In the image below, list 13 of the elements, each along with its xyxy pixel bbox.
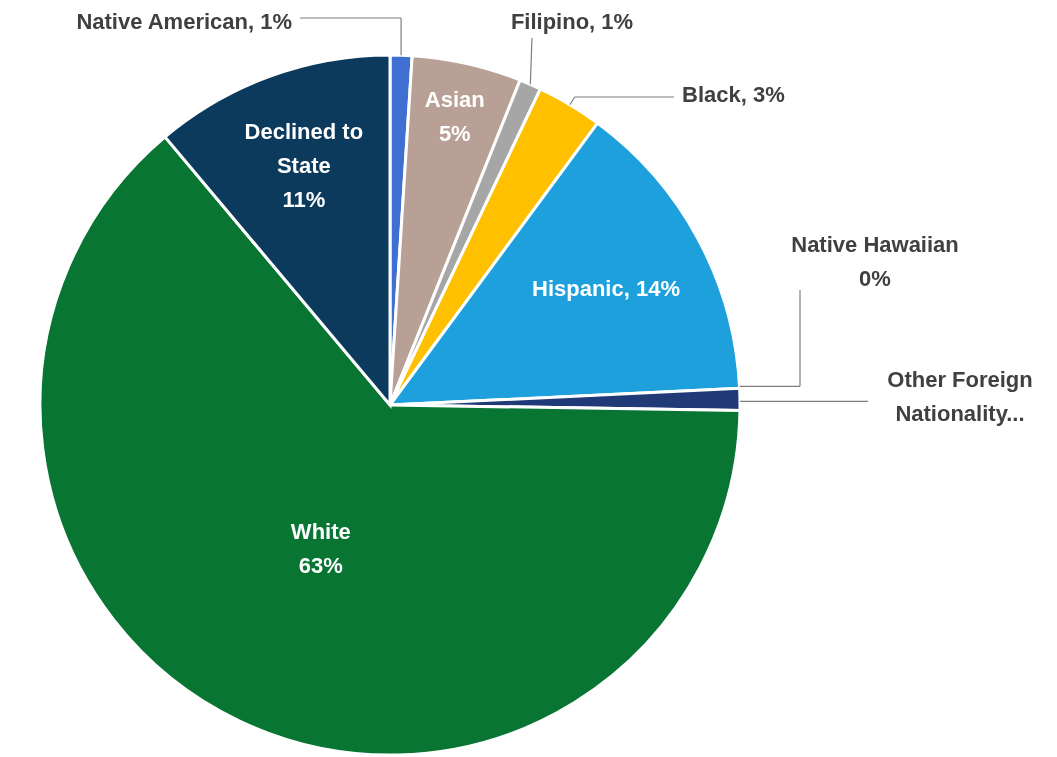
slice-label: Hispanic, 14% [531, 276, 680, 302]
slice-label: Declined to State [244, 119, 364, 179]
slice-label: Black, 3% [682, 82, 785, 107]
slice-label: Filipino, 1% [510, 9, 634, 34]
data-label: 5% [438, 121, 471, 147]
text: 0% [859, 266, 891, 291]
slice-label: Other Foreign Nationality... [887, 367, 1033, 426]
data-label: 63% [298, 553, 343, 579]
slice-label: Native American, 1% [76, 9, 292, 34]
data-label: 11% [282, 187, 326, 213]
slice-label: Asian [424, 87, 485, 113]
slice-label: White [290, 519, 351, 545]
category-label: Native Hawaiian [791, 232, 959, 257]
